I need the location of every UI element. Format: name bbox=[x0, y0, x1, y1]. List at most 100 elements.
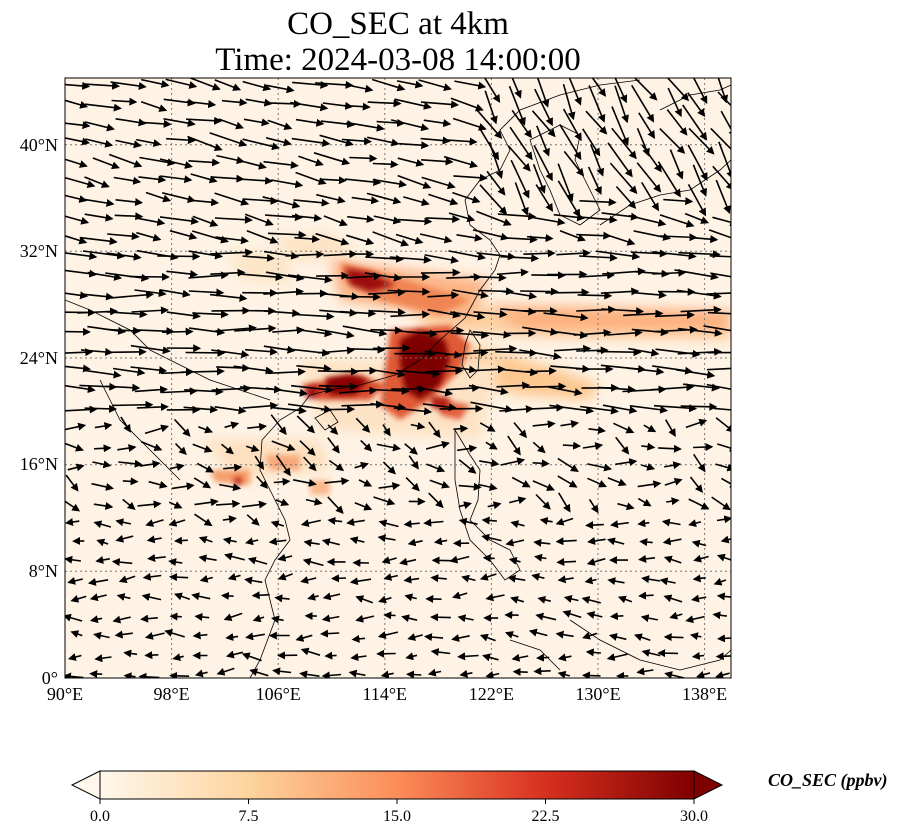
wind-arrow bbox=[249, 668, 269, 677]
wind-arrow bbox=[84, 404, 118, 413]
wind-arrow bbox=[186, 100, 217, 109]
wind-arrow bbox=[479, 633, 496, 642]
wind-arrow bbox=[710, 272, 731, 278]
wind-arrow bbox=[486, 170, 506, 196]
wind-arrow bbox=[115, 518, 132, 527]
wind-arrow bbox=[568, 78, 582, 106]
wind-arrow bbox=[168, 518, 186, 527]
wind-arrow bbox=[108, 347, 147, 356]
wind-arrow bbox=[192, 310, 229, 319]
wind-arrow bbox=[614, 85, 629, 124]
wind-arrow bbox=[367, 99, 402, 108]
wind-arrow bbox=[339, 309, 377, 318]
wind-arrow bbox=[405, 652, 418, 661]
wind-arrow bbox=[664, 671, 685, 678]
wind-arrow bbox=[224, 552, 245, 561]
wind-arrow bbox=[376, 443, 401, 452]
wind-arrow bbox=[136, 138, 162, 147]
wind-arrow bbox=[79, 236, 118, 246]
wind-arrow bbox=[295, 171, 327, 185]
wind-arrow bbox=[533, 538, 551, 547]
wind-arrow bbox=[641, 442, 656, 451]
wind-arrow bbox=[321, 538, 340, 546]
wind-arrow bbox=[65, 158, 88, 168]
wind-arrow bbox=[535, 493, 551, 510]
wind-arrow bbox=[290, 101, 329, 112]
wind-arrow bbox=[692, 78, 708, 105]
wind-arrow bbox=[717, 91, 731, 107]
colorbar-extend-max bbox=[693, 770, 724, 800]
wind-arrow bbox=[507, 435, 521, 456]
wind-arrow bbox=[631, 328, 669, 337]
wind-arrow bbox=[354, 502, 373, 511]
wind-arrow bbox=[684, 212, 710, 224]
wind-arrow bbox=[397, 157, 425, 167]
wind-arrow bbox=[210, 268, 246, 277]
wind-arrow bbox=[473, 310, 508, 318]
wind-arrow bbox=[627, 367, 665, 376]
wind-arrow bbox=[367, 136, 400, 147]
wind-arrow bbox=[450, 311, 486, 321]
wind-arrow bbox=[84, 176, 110, 188]
wind-arrow bbox=[563, 595, 579, 603]
wind-arrow bbox=[652, 268, 687, 277]
wind-arrow bbox=[342, 325, 388, 337]
wind-arrow bbox=[430, 574, 447, 583]
wind-arrow bbox=[180, 367, 225, 376]
wind-arrow bbox=[65, 121, 91, 130]
wind-arrow bbox=[244, 576, 263, 585]
wind-arrow bbox=[115, 118, 147, 127]
wind-arrow bbox=[535, 184, 554, 212]
wind-arrow bbox=[510, 596, 525, 604]
wind-arrow bbox=[105, 272, 150, 282]
wind-arrow bbox=[373, 215, 402, 225]
wind-arrow bbox=[166, 136, 196, 145]
wind-arrow bbox=[410, 422, 426, 430]
wind-arrow bbox=[508, 85, 526, 126]
lon-tick: 130°E bbox=[575, 684, 620, 704]
wind-arrow bbox=[93, 631, 110, 640]
wind-arrow bbox=[223, 612, 243, 621]
wind-arrow bbox=[664, 477, 683, 486]
wind-arrow bbox=[162, 192, 196, 203]
wind-arrow bbox=[479, 573, 497, 581]
wind-arrow bbox=[669, 611, 683, 620]
wind-arrow bbox=[323, 215, 348, 227]
wind-arrow bbox=[426, 463, 446, 473]
wind-arrow bbox=[383, 573, 398, 581]
wind-arrow bbox=[339, 292, 382, 301]
wind-arrow bbox=[511, 78, 522, 99]
wind-arrow bbox=[209, 132, 248, 147]
wind-arrow bbox=[444, 348, 489, 357]
wind-arrow bbox=[294, 312, 335, 321]
wind-arrow bbox=[557, 180, 581, 218]
wind-arrow bbox=[300, 576, 317, 584]
wind-arrow bbox=[448, 250, 487, 261]
wind-arrow bbox=[461, 574, 476, 583]
wind-arrow bbox=[275, 454, 291, 477]
wind-arrow bbox=[287, 274, 333, 284]
chart-title-line1: CO_SEC at 4km bbox=[287, 6, 509, 42]
wind-arrow bbox=[222, 515, 237, 524]
wind-arrow bbox=[371, 386, 410, 395]
wind-arrow bbox=[532, 459, 550, 468]
wind-arrow bbox=[562, 83, 576, 121]
wind-arrow bbox=[198, 425, 213, 434]
wind-arrow bbox=[222, 536, 237, 545]
wind-arrow bbox=[520, 287, 559, 296]
wind-arrow bbox=[557, 163, 574, 202]
wind-arrow bbox=[136, 231, 162, 242]
wind-arrow bbox=[395, 233, 424, 245]
wind-arrow bbox=[93, 520, 112, 529]
wind-arrow bbox=[370, 402, 406, 411]
chart-title-line2: Time: 2024-03-08 14:00:00 bbox=[215, 42, 581, 78]
wind-arrow bbox=[481, 516, 497, 525]
wind-arrow bbox=[536, 653, 550, 662]
wind-arrow bbox=[405, 477, 420, 492]
wind-arrow bbox=[233, 365, 274, 375]
wind-arrow bbox=[423, 119, 452, 128]
wind-arrow bbox=[420, 268, 461, 277]
wind-arrow bbox=[531, 573, 545, 581]
lat-tick: 16°N bbox=[20, 454, 58, 474]
wind-arrow bbox=[316, 328, 355, 339]
